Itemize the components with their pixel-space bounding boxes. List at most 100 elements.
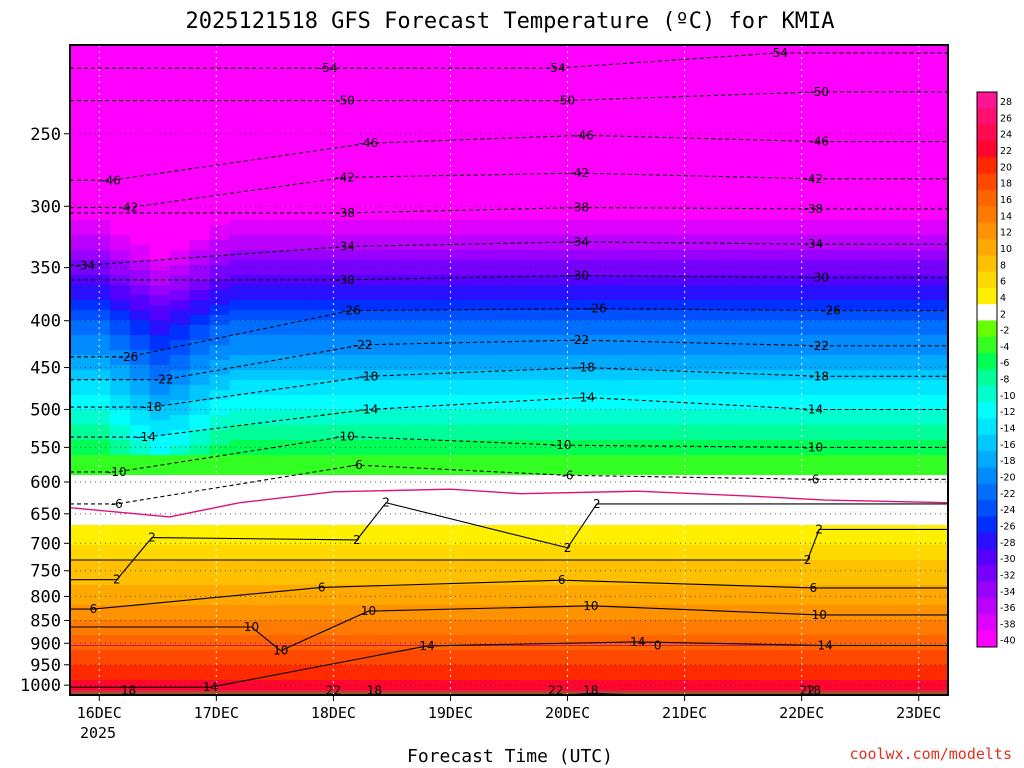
fill-cell <box>389 420 410 426</box>
fill-cell <box>429 330 450 336</box>
fill-cell <box>309 215 331 221</box>
fill-cell <box>389 140 410 146</box>
fill-cell <box>509 500 530 506</box>
fill-cell <box>249 130 271 136</box>
fill-cell <box>528 390 550 396</box>
fill-cell <box>509 580 530 586</box>
fill-cell <box>768 565 789 571</box>
fill-cell <box>808 570 829 576</box>
fill-cell <box>828 415 849 421</box>
fill-cell <box>449 290 470 296</box>
fill-cell <box>748 135 770 141</box>
fill-cell <box>449 285 470 291</box>
fill-cell <box>648 510 670 516</box>
fill-cell <box>209 405 231 411</box>
fill-cell <box>369 330 390 336</box>
fill-cell <box>369 365 390 371</box>
fill-cell <box>848 205 869 211</box>
fill-cell <box>928 525 948 531</box>
fill-cell <box>748 85 770 91</box>
fill-cell <box>109 435 131 441</box>
fill-cell <box>848 455 869 461</box>
fill-cell <box>868 425 889 431</box>
fill-cell <box>369 115 390 121</box>
fill-cell <box>449 225 470 231</box>
fill-cell <box>568 480 590 486</box>
fill-cell <box>70 375 91 381</box>
fill-cell <box>748 520 770 526</box>
fill-cell <box>389 215 410 221</box>
fill-cell <box>648 355 670 361</box>
fill-cell <box>169 220 191 226</box>
fill-cell <box>528 575 550 581</box>
fill-cell <box>169 400 191 406</box>
fill-cell <box>169 55 191 61</box>
fill-cell <box>129 90 151 96</box>
fill-cell <box>70 195 91 201</box>
fill-cell <box>309 460 331 466</box>
fill-cell <box>888 535 909 541</box>
fill-cell <box>568 605 590 611</box>
fill-cell <box>648 145 670 151</box>
fill-cell <box>209 500 231 506</box>
fill-cell <box>329 515 350 521</box>
fill-cell <box>668 370 690 376</box>
fill-cell <box>249 255 271 261</box>
fill-cell <box>70 60 91 66</box>
fill-cell <box>528 250 550 256</box>
fill-cell <box>748 605 770 611</box>
fill-cell <box>668 500 690 506</box>
fill-cell <box>409 450 430 456</box>
fill-cell <box>648 440 670 446</box>
fill-cell <box>229 595 251 601</box>
fill-cell <box>309 65 331 71</box>
fill-cell <box>928 65 948 71</box>
fill-cell <box>109 325 131 331</box>
fill-cell <box>309 540 331 546</box>
fill-cell <box>70 350 91 356</box>
fill-cell <box>628 370 650 376</box>
fill-cell <box>688 390 710 396</box>
fill-cell <box>89 335 111 341</box>
fill-cell <box>129 55 151 61</box>
fill-cell <box>269 295 291 301</box>
fill-cell <box>229 485 251 491</box>
fill-cell <box>309 440 331 446</box>
fill-cell <box>149 465 171 471</box>
fill-cell <box>608 385 630 391</box>
fill-cell <box>369 340 390 346</box>
fill-cell <box>389 120 410 126</box>
fill-cell <box>548 510 570 516</box>
fill-cell <box>349 505 370 511</box>
fill-cell <box>389 85 410 91</box>
fill-cell <box>469 355 490 361</box>
fill-cell <box>888 270 909 276</box>
fill-cell <box>349 340 370 346</box>
fill-cell <box>249 310 271 316</box>
fill-cell <box>648 55 670 61</box>
fill-cell <box>888 545 909 551</box>
fill-cell <box>708 530 730 536</box>
fill-cell <box>409 535 430 541</box>
fill-cell <box>528 360 550 366</box>
fill-cell <box>788 330 809 336</box>
fill-cell <box>848 190 869 196</box>
fill-cell <box>548 470 570 476</box>
fill-cell <box>648 285 670 291</box>
fill-cell <box>708 365 730 371</box>
fill-cell <box>608 355 630 361</box>
fill-cell <box>309 70 331 76</box>
fill-cell <box>89 370 111 376</box>
fill-cell <box>588 605 610 611</box>
fill-cell <box>169 165 191 171</box>
fill-cell <box>808 70 829 76</box>
fill-cell <box>868 455 889 461</box>
fill-cell <box>928 560 948 566</box>
fill-cell <box>668 580 690 586</box>
fill-cell <box>309 200 331 206</box>
fill-cell <box>788 605 809 611</box>
fill-cell <box>329 160 350 166</box>
fill-cell <box>469 55 490 61</box>
fill-cell <box>189 455 211 461</box>
fill-cell <box>289 475 311 481</box>
